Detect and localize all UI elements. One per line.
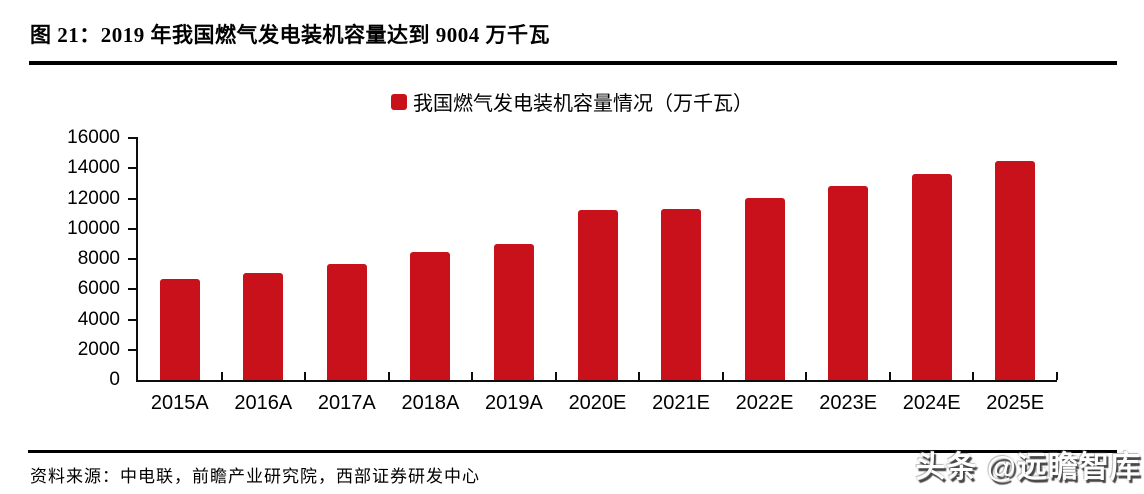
source-note: 资料来源：中电联，前瞻产业研究院，西部证券研发中心 bbox=[30, 467, 480, 486]
x-axis-tick bbox=[805, 372, 808, 380]
bar-2022E bbox=[744, 198, 785, 380]
x-axis-label-2020E: 2020E bbox=[568, 392, 627, 414]
bar-2015A bbox=[159, 279, 200, 380]
y-axis-line bbox=[136, 137, 138, 382]
legend-swatch-icon bbox=[391, 93, 407, 110]
bar-2021E bbox=[661, 209, 702, 380]
x-axis-label-2022E: 2022E bbox=[735, 392, 794, 414]
x-axis-label-2023E: 2023E bbox=[819, 392, 878, 414]
y-axis-tick-label: 12000 bbox=[67, 187, 120, 209]
title-divider-rule bbox=[29, 61, 1117, 65]
x-axis-label-2019A: 2019A bbox=[485, 392, 543, 414]
y-axis-tick-label: 14000 bbox=[67, 157, 120, 179]
y-axis-tick-label: 0 bbox=[109, 369, 120, 390]
figure-title: 图 21：2019 年我国燃气发电装机容量达到 9004 万千瓦 bbox=[30, 23, 550, 47]
footer-divider-rule bbox=[28, 450, 1117, 453]
watermark: 头条 @远瞻智库 bbox=[915, 451, 1141, 484]
x-axis-tick bbox=[721, 372, 724, 380]
y-axis-tick bbox=[128, 318, 136, 321]
legend-label: 我国燃气发电装机容量情况（万千瓦） bbox=[413, 93, 753, 115]
x-axis-tick bbox=[888, 372, 891, 380]
bar-2016A bbox=[243, 273, 284, 380]
x-axis-line bbox=[136, 380, 1057, 382]
bar-2025E bbox=[995, 161, 1036, 380]
y-axis-tick bbox=[128, 258, 136, 260]
x-axis-tick bbox=[972, 372, 975, 380]
bar-2019A bbox=[493, 244, 534, 380]
x-axis-tick bbox=[387, 372, 390, 380]
y-axis-tick-label: 10000 bbox=[67, 217, 120, 239]
x-axis-label-2021E: 2021E bbox=[652, 392, 710, 414]
y-axis-tick-label: 2000 bbox=[77, 338, 120, 360]
y-axis-tick bbox=[128, 348, 136, 351]
y-axis-tick bbox=[128, 227, 136, 230]
y-axis-tick bbox=[128, 288, 136, 291]
x-axis-tick bbox=[220, 372, 223, 380]
x-axis-tick bbox=[638, 372, 641, 380]
y-axis-tick bbox=[128, 197, 136, 200]
x-axis-tick bbox=[304, 372, 307, 380]
bar-2023E bbox=[828, 186, 869, 380]
bar-2017A bbox=[326, 264, 367, 380]
chart-legend: 我国燃气发电装机容量情况（万千瓦） bbox=[0, 87, 1144, 116]
y-axis-tick-label: 8000 bbox=[77, 248, 120, 269]
y-axis-tick-label: 4000 bbox=[77, 308, 120, 330]
bar-2024E bbox=[911, 174, 952, 380]
y-axis-tick-label: 6000 bbox=[77, 278, 120, 300]
x-axis-tick bbox=[1056, 372, 1058, 380]
y-axis-tick bbox=[128, 167, 136, 170]
bar-2018A bbox=[410, 252, 451, 380]
x-axis-tick bbox=[554, 372, 557, 380]
x-axis-label-2024E: 2024E bbox=[902, 392, 961, 414]
y-axis-tick bbox=[128, 137, 136, 139]
x-axis-label-2016A: 2016A bbox=[234, 392, 293, 414]
x-axis-label-2025E: 2025E bbox=[986, 392, 1045, 414]
x-axis-label-2018A: 2018A bbox=[401, 392, 460, 414]
bar-2020E bbox=[577, 210, 618, 380]
x-axis-label-2015A: 2015A bbox=[150, 392, 209, 414]
x-axis-tick bbox=[471, 372, 474, 380]
x-axis-label-2017A: 2017A bbox=[317, 392, 376, 414]
y-axis-tick-label: 16000 bbox=[67, 127, 120, 148]
